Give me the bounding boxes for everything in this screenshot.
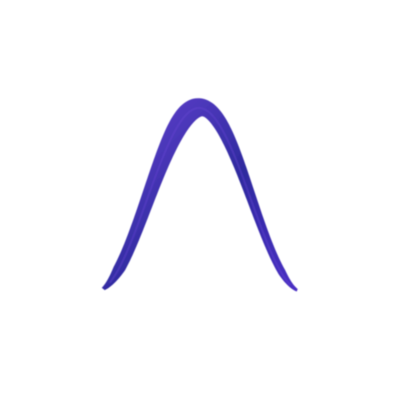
stroke-highlight <box>109 106 291 286</box>
sine-brush-stroke <box>101 98 298 292</box>
stroke-ribbon <box>101 98 298 292</box>
